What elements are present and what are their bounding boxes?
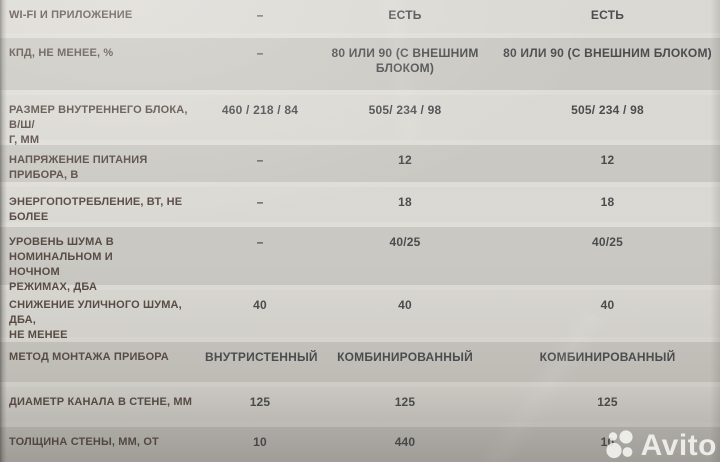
spec-value: 40 bbox=[398, 298, 412, 312]
table-row: НАПРЯЖЕНИЕ ПИТАНИЯ ПРИБОРА, В – 12 12 bbox=[0, 145, 720, 182]
spec-value: 18 bbox=[600, 195, 615, 209]
spec-label: ЭНЕРГОПОТРЕБЛЕНИЕ, ВТ, НЕ БОЛЕЕ bbox=[9, 196, 183, 223]
table-row: ТОЛЩИНА СТЕНЫ, ММ, ОТ 10 440 10 bbox=[0, 427, 720, 462]
spec-value: – bbox=[256, 153, 264, 167]
spec-value: 440 bbox=[394, 435, 416, 449]
table-row: МЕТОД МОНТАЖА ПРИБОРА ВНУТРИСТЕННЫЙ КОМБ… bbox=[0, 342, 720, 382]
spec-value: 10 bbox=[253, 435, 267, 449]
table-row: ДИАМЕТР КАНАЛА В СТЕНЕ, ММ 125 125 125 bbox=[0, 387, 720, 422]
spec-label: РАЗМЕР ВНУТРЕННЕГО БЛОКА, В/Ш/ Г, ММ bbox=[9, 104, 188, 146]
spec-label: НАПРЯЖЕНИЕ ПИТАНИЯ ПРИБОРА, В bbox=[9, 154, 148, 181]
table-row: УРОВЕНЬ ШУМА В НОМИНАЛЬНОМ И НОЧНОМ РЕЖИ… bbox=[0, 227, 720, 293]
spec-value: 18 bbox=[398, 195, 412, 209]
spec-value: ЕСТЬ bbox=[388, 8, 422, 22]
table-row: WI-FI И ПРИЛОЖЕНИЕ – ЕСТЬ ЕСТЬ bbox=[0, 0, 720, 33]
spec-value: 125 bbox=[249, 395, 271, 409]
spec-value: – bbox=[256, 235, 264, 249]
spec-label: КПД, НЕ МЕНЕЕ, % bbox=[9, 47, 114, 59]
spec-value: 80 ИЛИ 90 (С ВНЕШНИМ БЛОКОМ) bbox=[331, 46, 479, 75]
table-row: РАЗМЕР ВНУТРЕННЕГО БЛОКА, В/Ш/ Г, ММ 460… bbox=[0, 95, 720, 146]
spec-value: 40/25 bbox=[389, 235, 421, 249]
spec-label: WI-FI И ПРИЛОЖЕНИЕ bbox=[9, 9, 133, 21]
spec-value: 40/25 bbox=[591, 235, 624, 249]
table-row: КПД, НЕ МЕНЕЕ, % – 80 ИЛИ 90 (С ВНЕШНИМ … bbox=[0, 38, 720, 90]
spec-label: ДИАМЕТР КАНАЛА В СТЕНЕ, ММ bbox=[9, 396, 193, 408]
table-row: ЭНЕРГОПОТРЕБЛЕНИЕ, ВТ, НЕ БОЛЕЕ – 18 18 bbox=[0, 187, 720, 223]
spec-label: СНИЖЕНИЕ УЛИЧНОГО ШУМА, ДБА, НЕ МЕНЕЕ bbox=[9, 299, 182, 341]
spec-value: 505/ 234 / 98 bbox=[368, 103, 442, 117]
spec-value: 125 bbox=[394, 395, 416, 409]
spec-value: 40 bbox=[253, 298, 267, 312]
spec-value: – bbox=[256, 46, 264, 60]
spec-value: КОМБИНИРОВАННЫЙ bbox=[539, 350, 676, 364]
spec-label: ТОЛЩИНА СТЕНЫ, ММ, ОТ bbox=[9, 436, 159, 448]
spec-value: 125 bbox=[597, 395, 618, 409]
spec-value: 80 ИЛИ 90 (С ВНЕШНИМ БЛОКОМ) bbox=[503, 46, 712, 60]
spec-value: КОМБИНИРОВАННЫЙ bbox=[337, 350, 473, 364]
spec-value: – bbox=[256, 8, 264, 22]
spec-value: 40 bbox=[600, 298, 615, 312]
spec-value: 10 bbox=[600, 435, 615, 449]
spec-value: – bbox=[256, 195, 264, 209]
spec-value: 12 bbox=[398, 153, 412, 167]
spec-value: 460 / 218 / 84 bbox=[221, 103, 299, 117]
spec-value: ЕСТЬ bbox=[590, 8, 625, 22]
table-row: СНИЖЕНИЕ УЛИЧНОГО ШУМА, ДБА, НЕ МЕНЕЕ 40… bbox=[0, 290, 720, 341]
spec-value: ВНУТРИСТЕННЫЙ bbox=[205, 350, 318, 364]
spec-label: МЕТОД МОНТАЖА ПРИБОРА bbox=[9, 351, 169, 363]
spec-value: 12 bbox=[600, 153, 615, 167]
spec-value: 505/ 234 / 98 bbox=[571, 103, 644, 117]
spec-label: УРОВЕНЬ ШУМА В НОМИНАЛЬНОМ И НОЧНОМ РЕЖИ… bbox=[9, 236, 114, 293]
